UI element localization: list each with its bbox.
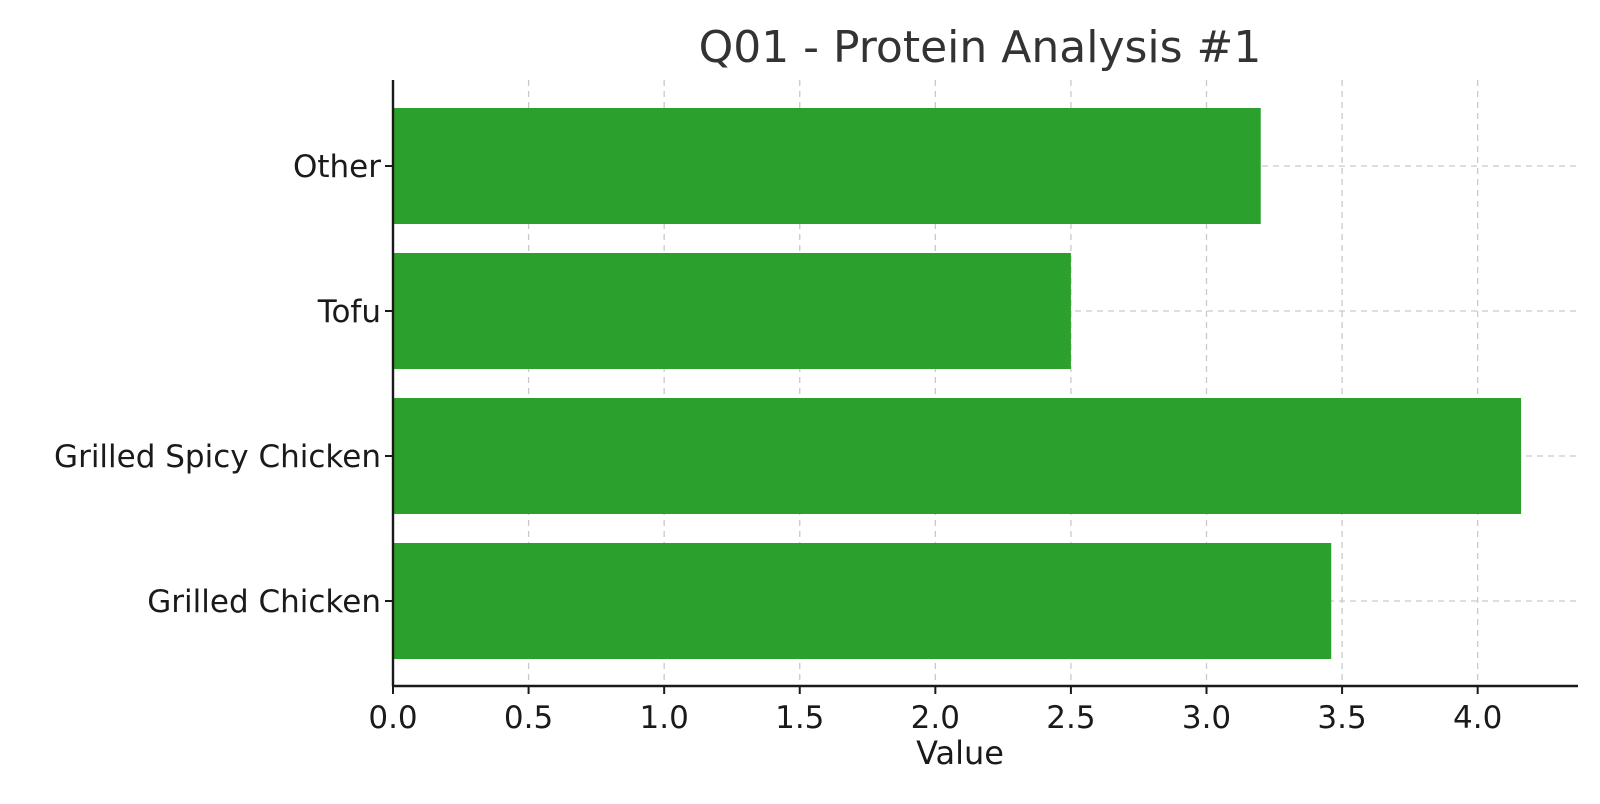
x-tick-label-8: 4.0 [1453, 700, 1502, 736]
x-tick-label-4: 2.0 [911, 700, 960, 736]
x-tick-label-2: 1.0 [640, 700, 689, 736]
x-axis-label: Value [916, 734, 1004, 772]
y-axis-ticks: Grilled Chicken Grilled Spicy Chicken Tofu… [54, 149, 393, 620]
bars [393, 108, 1522, 659]
y-tick-label-3: Other [293, 149, 381, 185]
bar-other [393, 108, 1261, 224]
bar-tofu [393, 253, 1071, 369]
axes [391, 80, 1578, 688]
y-tick-label-2: Tofu [317, 294, 381, 330]
x-axis-ticks: 0.0 0.5 1.0 1.5 2.0 2.5 3.0 3.5 4.0 [368, 686, 1502, 736]
x-tick-label-0: 0.0 [368, 700, 417, 736]
chart-title: Q01 - Protein Analysis #1 [699, 22, 1262, 73]
y-tick-label-1: Grilled Spicy Chicken [54, 439, 381, 475]
bar-grilled-spicy-chicken [393, 398, 1522, 514]
x-tick-label-1: 0.5 [504, 700, 553, 736]
x-tick-label-3: 1.5 [775, 700, 824, 736]
bar-grilled-chicken [393, 543, 1332, 659]
x-tick-label-5: 2.5 [1046, 700, 1095, 736]
x-tick-label-7: 3.5 [1317, 700, 1366, 736]
y-tick-label-0: Grilled Chicken [147, 584, 381, 620]
x-tick-label-6: 3.0 [1182, 700, 1231, 736]
